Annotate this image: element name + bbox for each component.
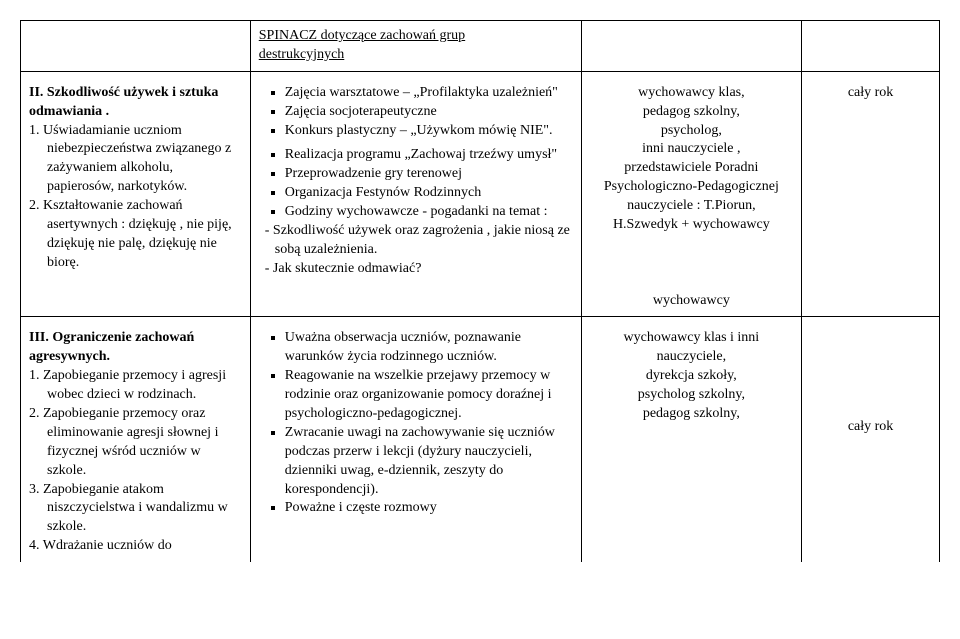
text-line: pedagog szkolny, xyxy=(590,405,794,424)
text-line: wychowawcy klas, xyxy=(590,84,794,103)
list-item: Organizacja Festynów Rodzinnych xyxy=(285,184,573,203)
cell-empty xyxy=(802,21,940,72)
text-line: SPINACZ dotyczące zachowań grup xyxy=(259,28,465,43)
cell-empty xyxy=(21,21,251,72)
document-table: SPINACZ dotyczące zachowań grup destrukc… xyxy=(20,20,940,562)
list-item: Zwracanie uwagi na zachowywanie się uczn… xyxy=(285,424,573,500)
section-title: II. Szkodliwość używek i sztuka odmawian… xyxy=(29,85,218,119)
numbered-item: 2. Zapobieganie przemocy oraz eliminowan… xyxy=(29,405,242,481)
text-line: H.Szwedyk + wychowawcy xyxy=(590,216,794,235)
cell-section-iii: III. Ograniczenie zachowań agresywnych. … xyxy=(21,317,251,562)
text-line: pedagog szkolny, xyxy=(590,103,794,122)
text-line: wychowawcy xyxy=(590,292,794,311)
section-title: III. Ograniczenie zachowań agresywnych. xyxy=(29,330,194,364)
cell-section-ii: II. Szkodliwość używek i sztuka odmawian… xyxy=(21,71,251,317)
cell-spinacz: SPINACZ dotyczące zachowań grup destrukc… xyxy=(250,21,581,72)
bullet-list: Realizacja programu „Zachowaj trzeźwy um… xyxy=(259,146,573,222)
term-text: cały rok xyxy=(810,418,931,437)
text-line: destrukcyjnych xyxy=(259,47,345,62)
text-line: Psychologiczno-Pedagogicznej xyxy=(590,178,794,197)
text-line: psycholog szkolny, xyxy=(590,386,794,405)
bullet-list: Uważna obserwacja uczniów, poznawanie wa… xyxy=(259,329,573,518)
list-item: Reagowanie na wszelkie przejawy przemocy… xyxy=(285,367,573,424)
list-item: Przeprowadzenie gry terenowej xyxy=(285,165,573,184)
numbered-item: 3. Zapobieganie atakom niszczycielstwa i… xyxy=(29,481,242,538)
numbered-item: 4. Wdrażanie uczniów do xyxy=(29,537,242,556)
numbered-item: 1. Uświadamianie uczniom niebezpieczeńst… xyxy=(29,122,242,198)
table-row: II. Szkodliwość używek i sztuka odmawian… xyxy=(21,71,940,317)
list-item: Uważna obserwacja uczniów, poznawanie wa… xyxy=(285,329,573,367)
cell-responsible-ii: wychowawcy klas, pedagog szkolny, psycho… xyxy=(581,71,802,317)
text-line: inni nauczyciele , xyxy=(590,140,794,159)
text-line: nauczyciele, xyxy=(590,348,794,367)
cell-activities-ii: Zajęcia warsztatowe – „Profilaktyka uzal… xyxy=(250,71,581,317)
text-line: przedstawiciele Poradni xyxy=(590,159,794,178)
list-item: Zajęcia socjoterapeutyczne xyxy=(285,103,573,122)
list-item: Godziny wychowawcze - pogadanki na temat… xyxy=(285,203,573,222)
table-row: SPINACZ dotyczące zachowań grup destrukc… xyxy=(21,21,940,72)
dash-item: - Jak skutecznie odmawiać? xyxy=(265,260,573,279)
list-item: Zajęcia warsztatowe – „Profilaktyka uzal… xyxy=(285,84,573,103)
cell-responsible-iii: wychowawcy klas i inni nauczyciele, dyre… xyxy=(581,317,802,562)
cell-term-ii: cały rok xyxy=(802,71,940,317)
text-line: nauczyciele : T.Piorun, xyxy=(590,197,794,216)
table-row: III. Ograniczenie zachowań agresywnych. … xyxy=(21,317,940,562)
dash-list: - Szkodliwość używek oraz zagrożenia , j… xyxy=(259,222,573,279)
term-text: cały rok xyxy=(810,84,931,103)
bullet-list: Zajęcia warsztatowe – „Profilaktyka uzal… xyxy=(259,84,573,141)
cell-term-iii: cały rok xyxy=(802,317,940,562)
cell-empty xyxy=(581,21,802,72)
list-item: Realizacja programu „Zachowaj trzeźwy um… xyxy=(285,146,573,165)
numbered-item: 2. Kształtowanie zachowań asertywnych : … xyxy=(29,197,242,273)
text-line: dyrekcja szkoły, xyxy=(590,367,794,386)
text-line: wychowawcy klas i inni xyxy=(590,329,794,348)
list-item: Poważne i częste rozmowy xyxy=(285,499,573,518)
list-item: Konkurs plastyczny – „Używkom mówię NIE"… xyxy=(285,122,573,141)
text-line: psycholog, xyxy=(590,122,794,141)
cell-activities-iii: Uważna obserwacja uczniów, poznawanie wa… xyxy=(250,317,581,562)
numbered-item: 1. Zapobieganie przemocy i agresji wobec… xyxy=(29,367,242,405)
dash-item: - Szkodliwość używek oraz zagrożenia , j… xyxy=(265,222,573,260)
